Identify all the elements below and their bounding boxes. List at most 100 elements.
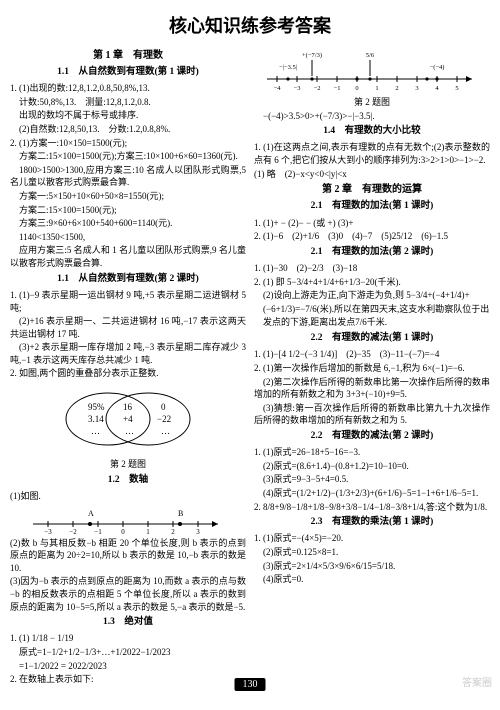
svg-text:5/6: 5/6 — [366, 52, 375, 59]
q2-line: 1140<1350<1500, — [10, 231, 246, 244]
q1-line: 1. (1)出现的数:12,8,1.2,0.8,50,8%,13. — [10, 82, 246, 95]
svg-text:+4: +4 — [123, 414, 133, 424]
page-title: 核心知识练参考答案 — [10, 12, 490, 38]
section-2-3: 2.3 有理数的乘法(第 1 课时) — [254, 516, 490, 529]
r-q1-line: (1) 略 (2)−x<y<0<|y|<x — [254, 168, 490, 181]
svg-text:5: 5 — [455, 85, 458, 92]
svg-text:…: … — [125, 426, 134, 436]
svg-text:A: A — [88, 509, 94, 518]
q6-line: 原式=1−1/2+1/2−1/3+…+1/2022−1/2023 — [10, 646, 246, 659]
q2-line: 应用方案三:5 名成人和 1 名儿童以团队形式购票,9 名儿童以散客形式购票最合… — [10, 244, 246, 269]
svg-text:1: 1 — [375, 85, 378, 92]
svg-text:0: 0 — [161, 402, 166, 412]
svg-text:−1: −1 — [94, 528, 102, 534]
svg-text:…: … — [161, 426, 170, 436]
svg-text:−22: −22 — [157, 414, 171, 424]
section-1-2: 1.2 数轴 — [10, 474, 246, 487]
two-columns: 第 1 章 有理数 1.1 从自然数到有理数(第 1 课时) 1. (1)出现的… — [10, 46, 490, 687]
q2-line: 方案二:15×100=1500(元);方案三:10×100+6×60=1360(… — [10, 150, 246, 163]
r-q3-line: 发点的下游,距离出发点7/6千米. — [254, 316, 490, 329]
q5-line: (3)因为−b 表示的点到原点的距离为 10,而数 a 表示的点与数−b 的相反… — [10, 575, 246, 613]
svg-text:−|−3.5|: −|−3.5| — [279, 64, 297, 71]
svg-text:4: 4 — [435, 85, 439, 92]
r-q5-line: (4)原式=(1/2+1/2)−(1/3+2/3)+(6+1/6)−5=1−1+… — [254, 487, 490, 500]
q2-line: 方案二:15×100=1500(元); — [10, 204, 246, 217]
svg-text:B: B — [178, 509, 183, 518]
section-1-3: 1.3 绝对值 — [10, 616, 246, 629]
svg-text:−2: −2 — [314, 85, 321, 92]
svg-text:…: … — [91, 426, 100, 436]
q2-line: 2. (1)方案一:10×150=1500(元); — [10, 137, 246, 150]
section-1-4: 1.4 有理数的大小比较 — [254, 125, 490, 138]
r-q5-line: (3)原式=9−3−5+4=0.5. — [254, 473, 490, 486]
r-q6-line: 2. 8/8+9/8−1/8+1/8−9/8+3/8−1/4−1/8−3/8+1… — [254, 501, 490, 514]
q7-line: 2. 在数轴上表示如下: — [10, 673, 246, 686]
q1-line: 出现的数均不属于标号或排序. — [10, 109, 246, 122]
r-q7-line: (3)原式=2×1/4×5/3×9/6×6/15=5/18. — [254, 560, 490, 573]
r-q7-line: (2)原式=0.125×8=1. — [254, 546, 490, 559]
svg-text:0: 0 — [121, 528, 125, 534]
left-column: 第 1 章 有理数 1.1 从自然数到有理数(第 1 课时) 1. (1)出现的… — [10, 46, 246, 687]
svg-text:−4: −4 — [274, 85, 282, 92]
svg-text:−1: −1 — [334, 85, 341, 92]
chapter-2: 第 2 章 有理数的运算 — [254, 183, 490, 197]
q2-line: 方案一:5×150+10×60+50×8=1550(元); — [10, 190, 246, 203]
r-q5-line: (2)原式=(8.6+1.4)−(0.8+1.2)=10−10=0. — [254, 460, 490, 473]
q6-line: =1−1/2022 = 2022/2023 — [10, 660, 246, 673]
r-q4-line: 1. (1)−[4 1/2−(−3 1/4)] (2)−35 (3)−11−(−… — [254, 348, 490, 361]
q3-line: 1. (1)−9 表示星期一运出钢材 9 吨,+5 表示星期二运进钢材 5 吨; — [10, 289, 246, 314]
svg-text:95%: 95% — [88, 402, 105, 412]
svg-text:−3: −3 — [294, 85, 301, 92]
q1-line: (2)自然数:12,8,50,13. 分数:1.2,0.8,8%. — [10, 123, 246, 136]
number-line-1: A B −3 −2 −1 0 1 2 3 — [10, 506, 246, 534]
q2-line: 1800>1500>1300,应用方案三:10 名成人以团队形式购票,5 名儿童… — [10, 164, 246, 189]
svg-text:3: 3 — [415, 85, 418, 92]
r-q2-line: 1. (1)+ − (2)− − (或 +) (3)+ — [254, 217, 490, 230]
svg-text:3: 3 — [196, 528, 200, 534]
q6-line: 1. (1) 1/18 − 1/19 — [10, 632, 246, 645]
section-2-1-b: 2.1 有理数的加法(第 2 课时) — [254, 246, 490, 259]
watermark: 答案圈 — [462, 674, 492, 689]
nl2-caption: 第 2 题图 — [254, 96, 490, 109]
venn-diagram: 95% 3.14 … 16 +4 … 0 −22 … — [10, 384, 246, 454]
svg-text:16: 16 — [123, 402, 133, 412]
svg-text:−2: −2 — [69, 528, 77, 534]
page-number: 130 — [235, 678, 266, 691]
number-line-2: −4 −3 −2 −1 0 1 2 3 4 5 +(−7/3) 5/6 −|−3.5| −(−4) — [254, 49, 490, 93]
svg-text:+(−7/3): +(−7/3) — [302, 52, 322, 59]
r-q5-line: 1. (1)原式=26−18+5−16=−3. — [254, 446, 490, 459]
r-q4-line: 2. (1)第一次操作后增加的新数是 6,−1,积为 6×(−1)=−6. — [254, 362, 490, 375]
q1-line: 计数:50,8%,13. 测量:12,8,1.2,0.8. — [10, 96, 246, 109]
svg-text:3.14: 3.14 — [88, 414, 104, 424]
chapter-1: 第 1 章 有理数 — [10, 49, 246, 63]
section-2-2-a: 2.2 有理数的减法(第 1 课时) — [254, 332, 490, 345]
r-q4-line: (2)第二次操作后所得的新数串比第一次操作后所得的数串增加的所有新数之和为 3+… — [254, 376, 490, 401]
venn-caption: 第 2 题图 — [10, 458, 246, 471]
r-q4-line: (3)猜想:第一百次操作后所得的新数串比第九十九次操作后所得的数串增加的所有新数… — [254, 402, 490, 427]
section-2-1-a: 2.1 有理数的加法(第 1 课时) — [254, 200, 490, 213]
section-1-1-b: 1.1 从自然数到有理数(第 2 课时) — [10, 273, 246, 286]
r-q7-line: 1. (1)原式=−(4×5)=−20. — [254, 532, 490, 545]
q5-line: (2)数 b 与其相反数−b 相距 20 个单位长度,则 b 表示的点到原点的距… — [10, 537, 246, 575]
section-2-2-b: 2.2 有理数的减法(第 2 课时) — [254, 430, 490, 443]
section-1-1-a: 1.1 从自然数到有理数(第 1 课时) — [10, 66, 246, 79]
right-column: −4 −3 −2 −1 0 1 2 3 4 5 +(−7/3) 5/6 −|−3.5| −(−4)… — [254, 46, 490, 687]
svg-text:1: 1 — [146, 528, 150, 534]
svg-text:2: 2 — [171, 528, 175, 534]
ordering: −(−4)>3.5>0>+(−7/3)>−|−3.5|. — [254, 110, 490, 123]
svg-text:2: 2 — [395, 85, 398, 92]
svg-text:0: 0 — [355, 85, 358, 92]
svg-text:−3: −3 — [44, 528, 52, 534]
q3-line: (3)+2 表示星期一库存增加 2 吨,−3 表示星期二库存减少 3 吨,−1 … — [10, 341, 246, 366]
q4-line: 2. 如图,两个圆的重叠部分表示正整数. — [10, 367, 246, 380]
r-q3-line: 2. (1) 即 5−3/4+4+1/4+6+1/3−20(千米). — [254, 276, 490, 289]
q3-line: (2)+16 表示星期一、二共运进钢材 16 吨,−17 表示这两天共运出钢材 … — [10, 315, 246, 340]
r-q3-line: 1. (1)−30 (2)−2/3 (3)−18 — [254, 262, 490, 275]
r-q3-line: (2)设向上游走为正,向下游走为负,则 5−3/4+(−4+1/4)+ — [254, 289, 490, 302]
r-q1-line: 1. (1)在这两点之间,表示有理数的点有无数个;(2)表示整数的点有 6 个,… — [254, 141, 490, 166]
r-q3-line: (−6+1/3)=−7/6(米).所以在第四天末,这支水利勘察队位于出 — [254, 303, 490, 316]
q5-line: (1)如图. — [10, 490, 246, 503]
svg-text:−(−4): −(−4) — [430, 64, 445, 71]
r-q7-line: (4)原式=0. — [254, 573, 490, 586]
r-q2-line: 2. (1)−6 (2)+1/6 (3)0 (4)−7 (5)25/12 (6)… — [254, 230, 490, 243]
